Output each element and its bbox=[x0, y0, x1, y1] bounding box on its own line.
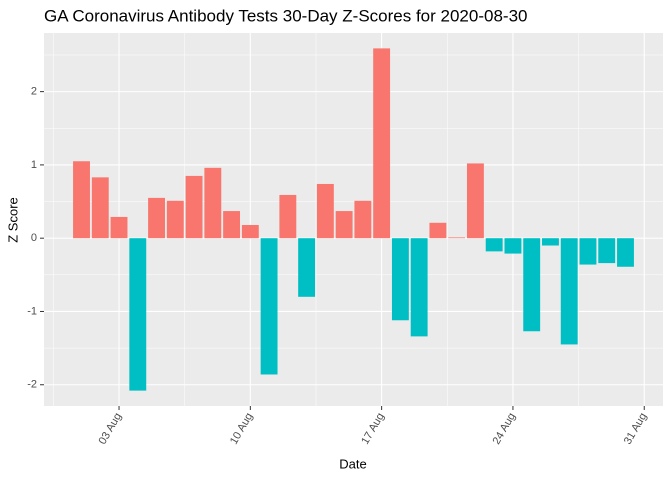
bar bbox=[279, 194, 297, 239]
bar bbox=[223, 211, 241, 239]
x-axis-label: Date bbox=[339, 456, 366, 471]
bar bbox=[260, 238, 278, 375]
bar bbox=[335, 211, 353, 239]
bar bbox=[73, 161, 90, 239]
bar bbox=[298, 238, 316, 297]
panel bbox=[44, 33, 663, 406]
bar bbox=[391, 238, 409, 321]
bar bbox=[91, 177, 109, 239]
bar bbox=[410, 238, 428, 337]
bar bbox=[466, 163, 484, 239]
bar bbox=[429, 222, 447, 239]
x-tick-label: 10 Aug bbox=[228, 411, 256, 447]
bar bbox=[542, 238, 559, 246]
bar bbox=[485, 238, 503, 252]
bar bbox=[504, 238, 522, 254]
bar bbox=[579, 238, 597, 265]
bar bbox=[354, 200, 372, 239]
bar bbox=[166, 200, 184, 239]
y-tick-label: -2 bbox=[27, 379, 37, 391]
bar bbox=[373, 48, 391, 239]
x-tick-label: 17 Aug bbox=[359, 411, 387, 447]
bar bbox=[448, 237, 466, 239]
bar bbox=[129, 238, 147, 391]
bar bbox=[523, 238, 541, 332]
y-tick-label: -1 bbox=[27, 305, 37, 317]
y-tick-label: 0 bbox=[31, 232, 37, 244]
x-tick-label: 31 Aug bbox=[622, 411, 650, 447]
y-axis-label: Z Score bbox=[5, 197, 20, 243]
bar bbox=[185, 175, 203, 239]
bar bbox=[241, 224, 259, 239]
bar bbox=[316, 183, 334, 239]
bar bbox=[148, 197, 165, 239]
x-tick-label: 03 Aug bbox=[97, 411, 125, 447]
bar bbox=[110, 216, 128, 239]
y-tick-label: 1 bbox=[31, 159, 37, 171]
bar bbox=[560, 238, 578, 345]
x-tick-label: 24 Aug bbox=[491, 411, 519, 447]
bar bbox=[204, 167, 222, 239]
bar bbox=[617, 238, 634, 267]
chart-title: GA Coronavirus Antibody Tests 30-Day Z-S… bbox=[44, 6, 527, 25]
y-tick-label: 2 bbox=[31, 86, 37, 98]
bar bbox=[598, 238, 616, 264]
